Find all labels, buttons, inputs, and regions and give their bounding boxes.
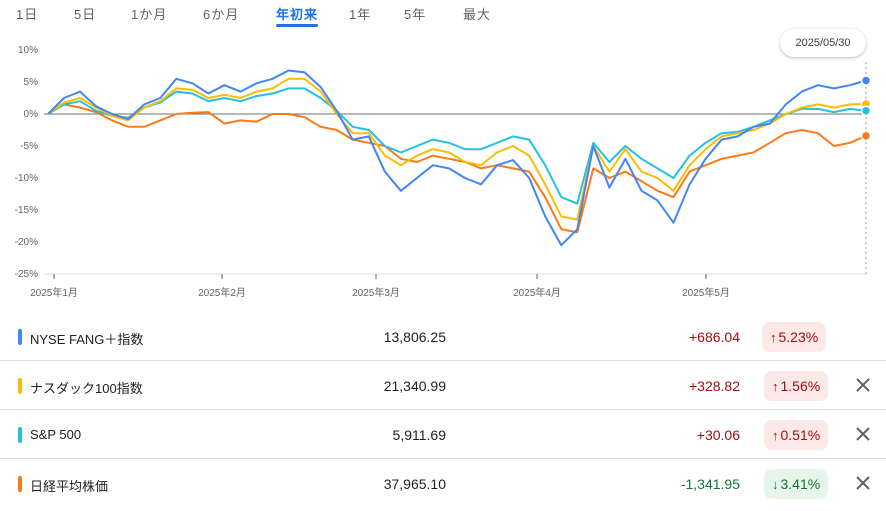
y-tick-label: 10% [18, 45, 38, 56]
arrow-down-icon: ↓ [772, 477, 779, 492]
series-line [47, 69, 867, 247]
series-line [47, 77, 867, 221]
comparison-row-sp500[interactable]: S&P 500 5,911.69 +30.06 ↑ 0.51% [0, 410, 886, 459]
y-tick-label: -15% [15, 205, 38, 216]
tab-1d[interactable]: 1日 [16, 7, 39, 22]
index-name: 日経平均株価 [30, 479, 109, 494]
series-color-swatch [18, 476, 22, 492]
comparison-row-fang[interactable]: NYSE FANG＋指数 13,806.25 +686.04 ↑ 5.23% [0, 312, 886, 361]
index-name: NYSE FANG＋指数 [30, 332, 144, 347]
y-tick-label: 5% [24, 77, 39, 88]
x-tick-label: 2025年4月 [513, 286, 561, 299]
arrow-up-icon: ↑ [772, 428, 779, 443]
remove-comparison-close-icon[interactable] [852, 472, 874, 494]
series-end-point [860, 130, 872, 142]
x-tick-label: 2025年5月 [682, 286, 730, 299]
series-line [47, 87, 867, 205]
index-change: +328.82 [689, 378, 740, 394]
comparison-list: NYSE FANG＋指数 13,806.25 +686.04 ↑ 5.23% ナス… [0, 312, 886, 508]
percent-change-badge: ↑ 1.56% [764, 371, 829, 401]
x-tick-label: 2025年1月 [30, 286, 78, 299]
tab-5y[interactable]: 5年 [404, 7, 427, 22]
percent-change-badge: ↑ 0.51% [764, 420, 829, 450]
tab-1m[interactable]: 1か月 [131, 7, 168, 22]
time-range-tabs: 1日 5日 1か月 6か月 年初来 1年 5年 最大 [0, 0, 886, 30]
x-tick-label: 2025年2月 [198, 286, 246, 299]
remove-comparison-close-icon[interactable] [852, 374, 874, 396]
y-tick-label: -25% [15, 269, 38, 280]
hover-date-tooltip: 2025/05/30 [780, 29, 866, 57]
series-end-point [860, 105, 872, 116]
index-price: 21,340.99 [383, 378, 446, 394]
y-tick-label: 0% [24, 109, 39, 120]
index-change: +686.04 [689, 329, 740, 345]
y-tick-label: -20% [15, 237, 38, 248]
index-price: 5,911.69 [392, 427, 446, 443]
series-end-point [860, 75, 872, 86]
index-price: 13,806.25 [383, 329, 446, 345]
y-tick-label: -5% [20, 141, 38, 152]
index-change: -1,341.95 [680, 476, 740, 492]
comparison-row-nasdaq100[interactable]: ナスダック100指数 21,340.99 +328.82 ↑ 1.56% [0, 361, 886, 410]
series-color-swatch [18, 329, 22, 345]
tab-ytd[interactable]: 年初来 [276, 4, 319, 27]
index-name: ナスダック100指数 [30, 381, 143, 396]
tab-5d[interactable]: 5日 [74, 7, 97, 22]
x-tick-label: 2025年3月 [352, 286, 400, 299]
percent-change-badge: ↑ 5.23% [762, 322, 827, 352]
performance-chart[interactable]: 10% 5% 0% -5% -10% -15% -20% -25% 2025年1月 2025年2… [0, 30, 886, 312]
index-price: 37,965.10 [383, 476, 446, 492]
series-color-swatch [18, 378, 22, 394]
percent-change-badge: ↓ 3.41% [764, 469, 829, 499]
remove-comparison-close-icon[interactable] [852, 423, 874, 445]
tab-max[interactable]: 最大 [463, 7, 492, 22]
arrow-up-icon: ↑ [772, 379, 779, 394]
y-tick-label: -10% [15, 173, 38, 184]
series-color-swatch [18, 427, 22, 443]
tab-6m[interactable]: 6か月 [203, 7, 240, 22]
index-name: S&P 500 [30, 427, 82, 442]
comparison-row-nikkei[interactable]: 日経平均株価 37,965.10 -1,341.95 ↓ 3.41% [0, 459, 886, 508]
arrow-up-icon: ↑ [770, 330, 777, 345]
tab-1y[interactable]: 1年 [349, 7, 372, 22]
index-change: +30.06 [696, 427, 740, 443]
series-line [47, 103, 867, 234]
